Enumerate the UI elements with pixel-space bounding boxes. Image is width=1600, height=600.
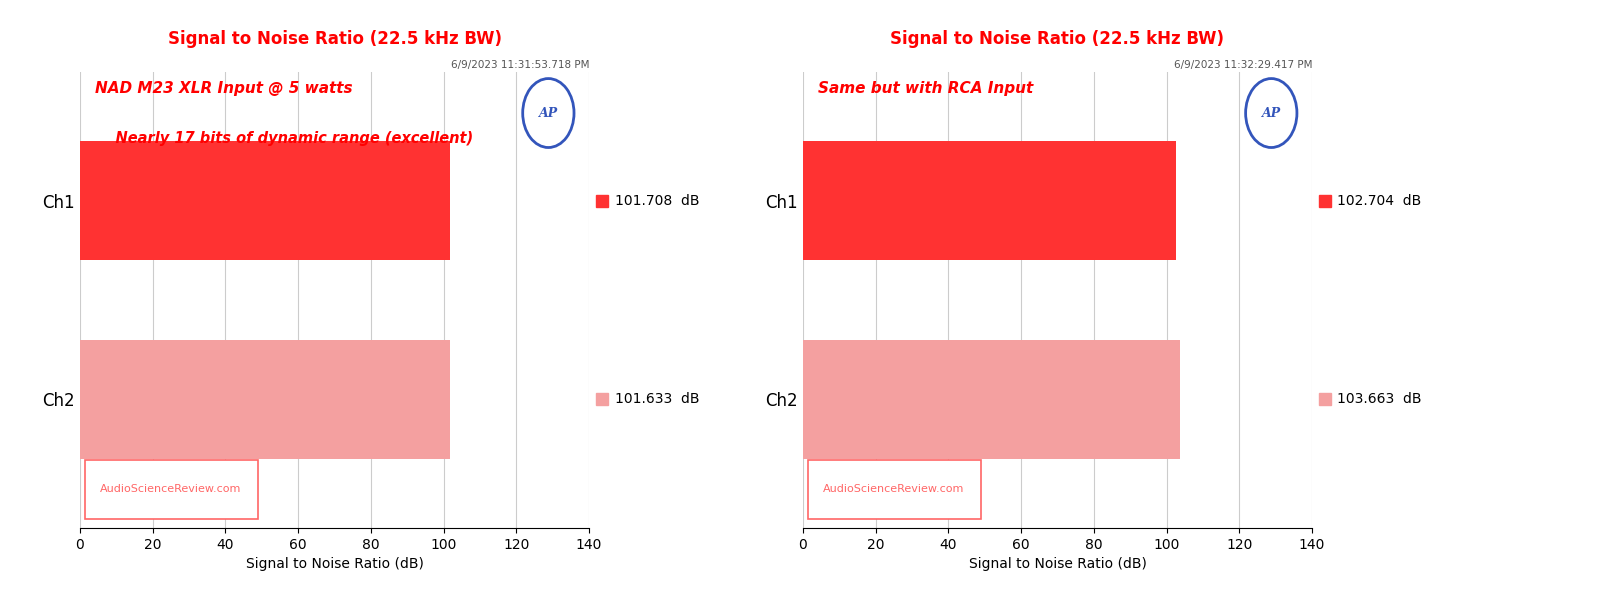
Title: Signal to Noise Ratio (22.5 kHz BW): Signal to Noise Ratio (22.5 kHz BW) xyxy=(168,30,501,48)
Bar xyxy=(803,340,1179,458)
Bar xyxy=(80,142,450,260)
Title: Signal to Noise Ratio (22.5 kHz BW): Signal to Noise Ratio (22.5 kHz BW) xyxy=(891,30,1224,48)
Text: 102.704  dB: 102.704 dB xyxy=(1338,194,1422,208)
Text: 6/9/2023 11:32:29.417 PM: 6/9/2023 11:32:29.417 PM xyxy=(1173,60,1312,70)
Bar xyxy=(80,340,450,458)
Text: 101.708  dB: 101.708 dB xyxy=(614,194,699,208)
Bar xyxy=(803,142,1176,260)
Text: 101.633  dB: 101.633 dB xyxy=(614,392,699,406)
Text: AudioScienceReview.com: AudioScienceReview.com xyxy=(824,484,965,494)
Text: Nearly 17 bits of dynamic range (excellent): Nearly 17 bits of dynamic range (excelle… xyxy=(96,131,474,146)
FancyBboxPatch shape xyxy=(85,460,258,519)
Text: 6/9/2023 11:31:53.718 PM: 6/9/2023 11:31:53.718 PM xyxy=(451,60,589,70)
X-axis label: Signal to Noise Ratio (dB): Signal to Noise Ratio (dB) xyxy=(968,557,1146,571)
Text: NAD M23 XLR Input @ 5 watts: NAD M23 XLR Input @ 5 watts xyxy=(96,81,354,96)
Text: 103.663  dB: 103.663 dB xyxy=(1338,392,1422,406)
FancyBboxPatch shape xyxy=(808,460,981,519)
Text: AudioScienceReview.com: AudioScienceReview.com xyxy=(101,484,242,494)
Text: Same but with RCA Input: Same but with RCA Input xyxy=(818,81,1034,96)
X-axis label: Signal to Noise Ratio (dB): Signal to Noise Ratio (dB) xyxy=(246,557,424,571)
